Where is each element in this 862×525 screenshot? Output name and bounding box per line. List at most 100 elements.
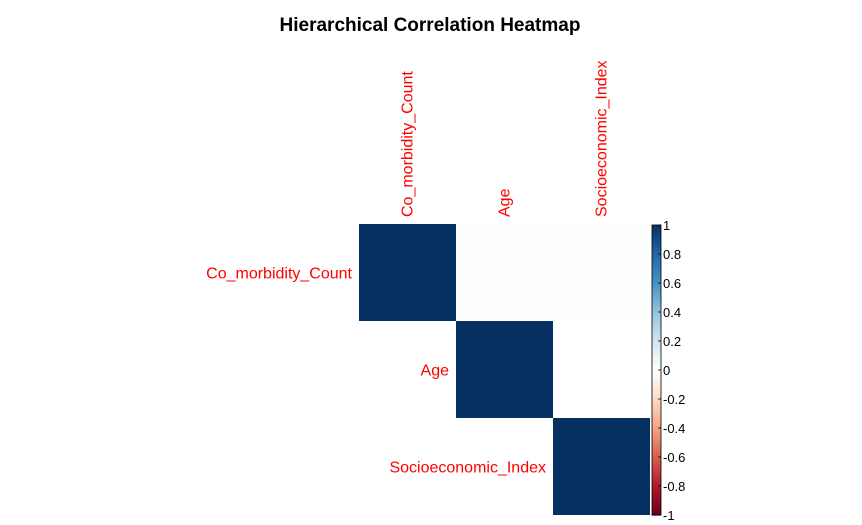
colorbar-segment [652,287,661,291]
colorbar-segment [652,328,661,332]
colorbar-segment [652,261,661,265]
column-label-Age: Age [497,188,514,217]
colorbar-segment [652,428,661,432]
colorbar-segment [652,415,661,419]
heatmap-cell-Age-Age [456,321,553,418]
colorbar-segment [652,338,661,342]
colorbar-segment [652,273,661,277]
colorbar-segment [652,283,661,287]
heatmap-cell-Age-Socioeconomic_Index [553,321,650,418]
colorbar-segment [652,336,661,340]
colorbar-segment [652,505,661,509]
colorbar-tick-label: 1 [663,218,670,233]
colorbar-segment [652,444,661,448]
colorbar-segment [652,362,661,366]
colorbar-segment [652,512,661,516]
colorbar-segment [652,225,661,229]
colorbar-segment [652,309,661,313]
colorbar-segment [652,500,661,504]
colorbar-segment [652,408,661,412]
colorbar-segment [652,399,661,403]
colorbar-segment [652,251,661,255]
colorbar-segment [652,403,661,407]
colorbar-segment [652,476,661,480]
colorbar-segment [652,374,661,378]
colorbar-segment [652,341,661,345]
colorbar-segment [652,384,661,388]
colorbar-segment [652,483,661,487]
heatmap-cell-Co_morbidity_Count-Co_morbidity_Count [359,224,456,321]
colorbar-segment [652,285,661,289]
row-label-Age: Age [421,363,450,380]
colorbar-segment [652,241,661,245]
colorbar-segment [652,442,661,446]
colorbar-segment [652,432,661,436]
colorbar-segment [652,278,661,282]
colorbar-segment [652,314,661,318]
colorbar-tick-label: -0.4 [663,421,685,436]
colorbar-segment [652,454,661,458]
colorbar-segment [652,394,661,398]
colorbar-segment [652,355,661,359]
colorbar-segment [652,292,661,296]
colorbar-segment [652,437,661,441]
colorbar-segment [652,493,661,497]
colorbar-segment [652,502,661,506]
column-label-Socioeconomic_Index: Socioeconomic_Index [594,60,611,217]
colorbar-tick-label: 0 [663,363,670,378]
colorbar-segment [652,304,661,308]
colorbar-segment [652,331,661,335]
colorbar-segment [652,343,661,347]
colorbar-segment [652,510,661,514]
colorbar-segment [652,447,661,451]
colorbar-tick-label: -0.2 [663,392,685,407]
colorbar-tick-label: 0.8 [663,247,681,262]
colorbar-segment [652,406,661,410]
heatmap-cell-Socioeconomic_Index-Socioeconomic_Index [553,418,650,515]
colorbar-segment [652,466,661,470]
colorbar-segment [652,420,661,424]
colorbar-segment [652,370,661,374]
colorbar-segment [652,302,661,306]
colorbar-segment [652,244,661,248]
colorbar-segment [652,425,661,429]
colorbar-segment [652,469,661,473]
colorbar-segment [652,237,661,241]
colorbar-segment [652,386,661,390]
heatmap-cell-Co_morbidity_Count-Socioeconomic_Index [553,224,650,321]
colorbar-segment [652,481,661,485]
colorbar-segment [652,249,661,253]
colorbar-segment [652,423,661,427]
colorbar-segment [652,372,661,376]
colorbar-segment [652,270,661,274]
colorbar-segment [652,391,661,395]
colorbar-segment [652,321,661,325]
colorbar-segment [652,350,661,354]
colorbar-segment [652,353,661,357]
colorbar-segment [652,290,661,294]
colorbar-segment [652,418,661,422]
colorbar-segment [652,256,661,260]
colorbar-segment [652,316,661,320]
colorbar-segment [652,413,661,417]
colorbar-segment [652,367,661,371]
row-label-Socioeconomic_Index: Socioeconomic_Index [389,460,546,477]
colorbar-segment [652,333,661,337]
colorbar-segment [652,227,661,231]
colorbar-segment [652,377,661,381]
colorbar-segment [652,357,661,361]
colorbar-segment [652,379,661,383]
colorbar-tick-label: -1 [663,508,675,523]
color-legend: -1 -0.8 -0.6 -0.4 -0.2 0 0.2 0.4 0.6 0.8 1 [651,218,685,523]
heatmap-cells [359,224,650,515]
colorbar-segment [652,307,661,311]
colorbar-tick-label: 0.6 [663,276,681,291]
colorbar-segment [652,275,661,279]
colorbar-segment [652,319,661,323]
row-labels: Co_morbidity_Count Age Socioeconomic_Index [206,266,546,477]
colorbar-segment [652,268,661,272]
column-labels: Co_morbidity_Count Age Socioeconomic_Index [400,60,611,217]
row-label-Co_morbidity_Count: Co_morbidity_Count [206,266,352,283]
colorbar-segment [652,507,661,511]
